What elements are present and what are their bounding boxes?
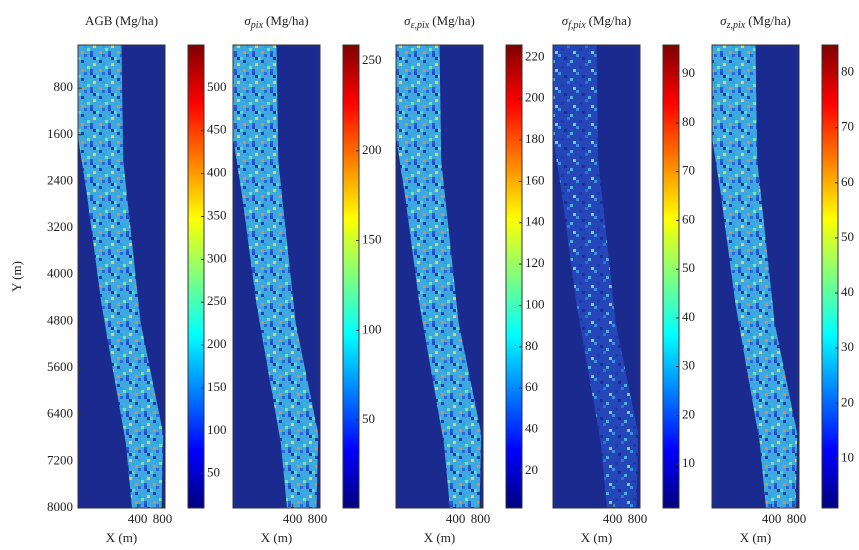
colorbar-tick-label: 100: [207, 422, 227, 437]
y-tick-label: 2400: [47, 172, 73, 187]
colorbar-tick-label: 300: [207, 250, 227, 265]
colorbar-tick-label: 400: [207, 165, 227, 180]
colorbar-tick-label: 220: [525, 48, 545, 63]
title-subscript: z,pix: [726, 20, 746, 31]
y-tick-label: 3200: [47, 219, 73, 234]
colorbar-tick-label: 40: [682, 309, 695, 324]
x-tick-label: 800: [471, 511, 491, 526]
colorbar-tick-label: 60: [682, 211, 695, 226]
colorbar-tick-label: 20: [525, 462, 538, 477]
panel-title: AGB (Mg/ha): [85, 13, 158, 28]
x-tick-label: 800: [787, 511, 807, 526]
colorbar-tick-label: 20: [841, 394, 854, 409]
x-tick-label: 800: [628, 511, 648, 526]
colorbar-tick-label: 50: [841, 229, 854, 244]
colorbar-tick-label: 350: [207, 207, 227, 222]
colorbar-tick-label: 50: [362, 411, 375, 426]
y-tick-label: 8000: [47, 499, 73, 514]
colorbar-tick-label: 80: [525, 338, 538, 353]
colorbar-tick-label: 140: [525, 214, 545, 229]
colorbar-tick-label: 60: [841, 174, 854, 189]
title-symbol: AGB: [85, 13, 113, 28]
title-symbol: σ: [244, 13, 251, 28]
axes-frame: [552, 44, 641, 509]
x-tick-label: 800: [308, 511, 328, 526]
axes-frame: [232, 44, 321, 509]
title-unit: (Mg/ha): [266, 13, 309, 28]
colorbar: [187, 44, 205, 509]
y-tick-label: 5600: [47, 359, 73, 374]
y-tick-label: 800: [54, 79, 74, 94]
x-axis-label: X (m): [424, 530, 455, 545]
colorbar: [505, 44, 523, 509]
x-axis-label: X (m): [106, 530, 137, 545]
colorbar-tick-label: 100: [525, 296, 545, 311]
colorbar-tick-label: 500: [207, 79, 227, 94]
axes-frame: [77, 44, 166, 509]
panel-title: σpix (Mg/ha): [244, 13, 308, 31]
colorbar-tick-label: 20: [682, 406, 695, 421]
y-axis-label: Y (m): [9, 261, 24, 292]
title-unit: (Mg/ha): [748, 13, 791, 28]
x-tick-label: 400: [283, 511, 303, 526]
x-tick-label: 400: [603, 511, 623, 526]
colorbar-tick-label: 30: [682, 358, 695, 373]
colorbar-tick-label: 200: [525, 90, 545, 105]
colorbar: [821, 44, 839, 509]
x-axis-label: X (m): [581, 530, 612, 545]
colorbar-tick-label: 40: [841, 284, 854, 299]
colorbar-tick-label: 30: [841, 339, 854, 354]
colorbar: [342, 44, 360, 509]
x-axis-label: X (m): [261, 530, 292, 545]
colorbar-tick-label: 150: [362, 232, 382, 247]
title-symbol: σ: [720, 13, 727, 28]
colorbar-tick-label: 10: [682, 455, 695, 470]
axes-frame: [395, 44, 484, 509]
colorbar-tick-label: 70: [682, 163, 695, 178]
colorbar-tick-label: 450: [207, 122, 227, 137]
x-tick-label: 400: [446, 511, 466, 526]
colorbar-tick-label: 10: [841, 449, 854, 464]
title-symbol: σ: [562, 13, 569, 28]
x-axis-label: X (m): [740, 530, 771, 545]
colorbar-tick-label: 200: [362, 142, 382, 157]
colorbar-tick-label: 250: [362, 52, 382, 67]
colorbar-tick-label: 50: [207, 465, 220, 480]
panel-title: σε,pix (Mg/ha): [404, 13, 475, 31]
x-tick-label: 400: [128, 511, 148, 526]
colorbar-tick-label: 80: [682, 114, 695, 129]
colorbar-tick-label: 160: [525, 172, 545, 187]
x-tick-label: 800: [153, 511, 173, 526]
title-unit: (Mg/ha): [589, 13, 632, 28]
x-tick-label: 400: [762, 511, 782, 526]
colorbar-tick-label: 60: [525, 379, 538, 394]
title-subscript: ε,pix: [411, 20, 430, 31]
colorbar-tick-label: 50: [682, 260, 695, 275]
title-unit: (Mg/ha): [115, 13, 158, 28]
colorbar-tick-label: 180: [525, 131, 545, 146]
panel-title: σf,pix (Mg/ha): [562, 13, 632, 31]
y-tick-label: 1600: [47, 126, 73, 141]
colorbar-tick-label: 100: [362, 321, 382, 336]
colorbar-tick-label: 200: [207, 336, 227, 351]
y-tick-label: 4000: [47, 266, 73, 281]
colorbar-tick-label: 120: [525, 255, 545, 270]
title-unit: (Mg/ha): [432, 13, 475, 28]
colorbar-tick-label: 80: [841, 64, 854, 79]
title-subscript: pix: [250, 20, 264, 31]
title-symbol: σ: [404, 13, 411, 28]
y-tick-label: 6400: [47, 406, 73, 421]
colorbar: [662, 44, 680, 509]
y-tick-label: 7200: [47, 452, 73, 467]
title-subscript: f,pix: [568, 20, 586, 31]
colorbar-tick-label: 40: [525, 420, 538, 435]
axes-frame: [711, 44, 800, 509]
y-tick-label: 4800: [47, 312, 73, 327]
colorbar-tick-label: 250: [207, 293, 227, 308]
colorbar-tick-label: 150: [207, 379, 227, 394]
colorbar-tick-label: 90: [682, 65, 695, 80]
colorbar-tick-label: 70: [841, 119, 854, 134]
panel-title: σz,pix (Mg/ha): [720, 13, 791, 31]
